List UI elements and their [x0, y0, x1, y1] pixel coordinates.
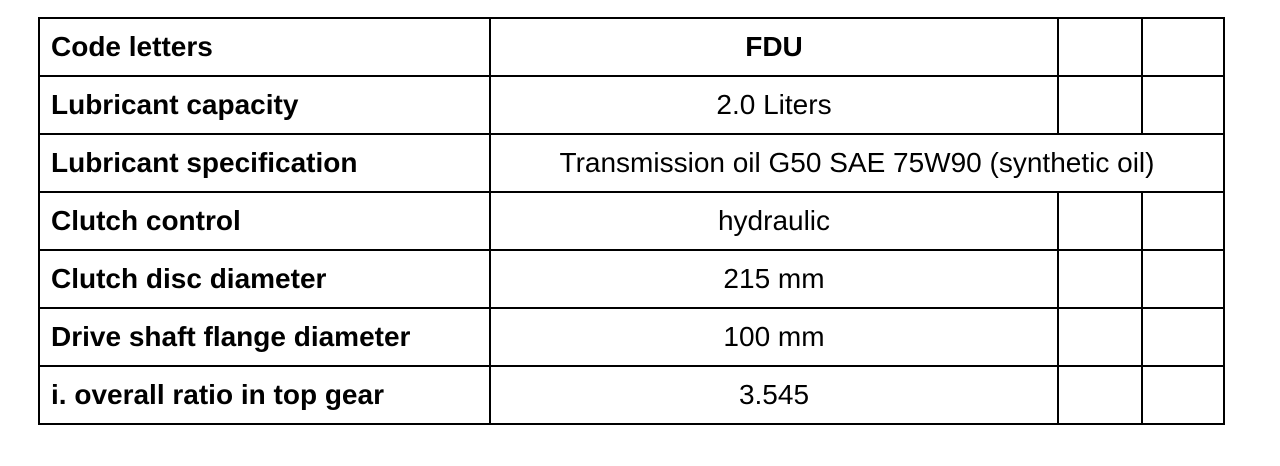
empty-cell [1141, 191, 1225, 251]
row-label: Lubricant capacity [38, 75, 491, 135]
empty-cell [1057, 191, 1143, 251]
empty-cell [1141, 75, 1225, 135]
table-row: Code letters FDU [38, 17, 1225, 77]
table-row: Clutch control hydraulic [38, 191, 1225, 251]
table-row: Lubricant specification Transmission oil… [38, 133, 1225, 193]
row-value: Transmission oil G50 SAE 75W90 (syntheti… [489, 133, 1225, 193]
empty-cell [1141, 17, 1225, 77]
table-row: Clutch disc diameter 215 mm [38, 249, 1225, 309]
row-value: 100 mm [489, 307, 1059, 367]
row-value: FDU [489, 17, 1059, 77]
empty-cell [1057, 307, 1143, 367]
empty-cell [1057, 365, 1143, 425]
empty-cell [1141, 365, 1225, 425]
row-label: Drive shaft flange diameter [38, 307, 491, 367]
row-value: 3.545 [489, 365, 1059, 425]
table-row: Drive shaft flange diameter 100 mm [38, 307, 1225, 367]
table-row: i. overall ratio in top gear 3.545 [38, 365, 1225, 425]
empty-cell [1141, 307, 1225, 367]
row-label: Clutch disc diameter [38, 249, 491, 309]
row-label: Code letters [38, 17, 491, 77]
row-value: hydraulic [489, 191, 1059, 251]
row-label: Lubricant specification [38, 133, 491, 193]
empty-cell [1057, 249, 1143, 309]
row-label: i. overall ratio in top gear [38, 365, 491, 425]
specification-table: Code letters FDU Lubricant capacity 2.0 … [38, 17, 1225, 425]
empty-cell [1057, 17, 1143, 77]
empty-cell [1141, 249, 1225, 309]
empty-cell [1057, 75, 1143, 135]
table-row: Lubricant capacity 2.0 Liters [38, 75, 1225, 135]
row-label: Clutch control [38, 191, 491, 251]
row-value: 215 mm [489, 249, 1059, 309]
row-value: 2.0 Liters [489, 75, 1059, 135]
